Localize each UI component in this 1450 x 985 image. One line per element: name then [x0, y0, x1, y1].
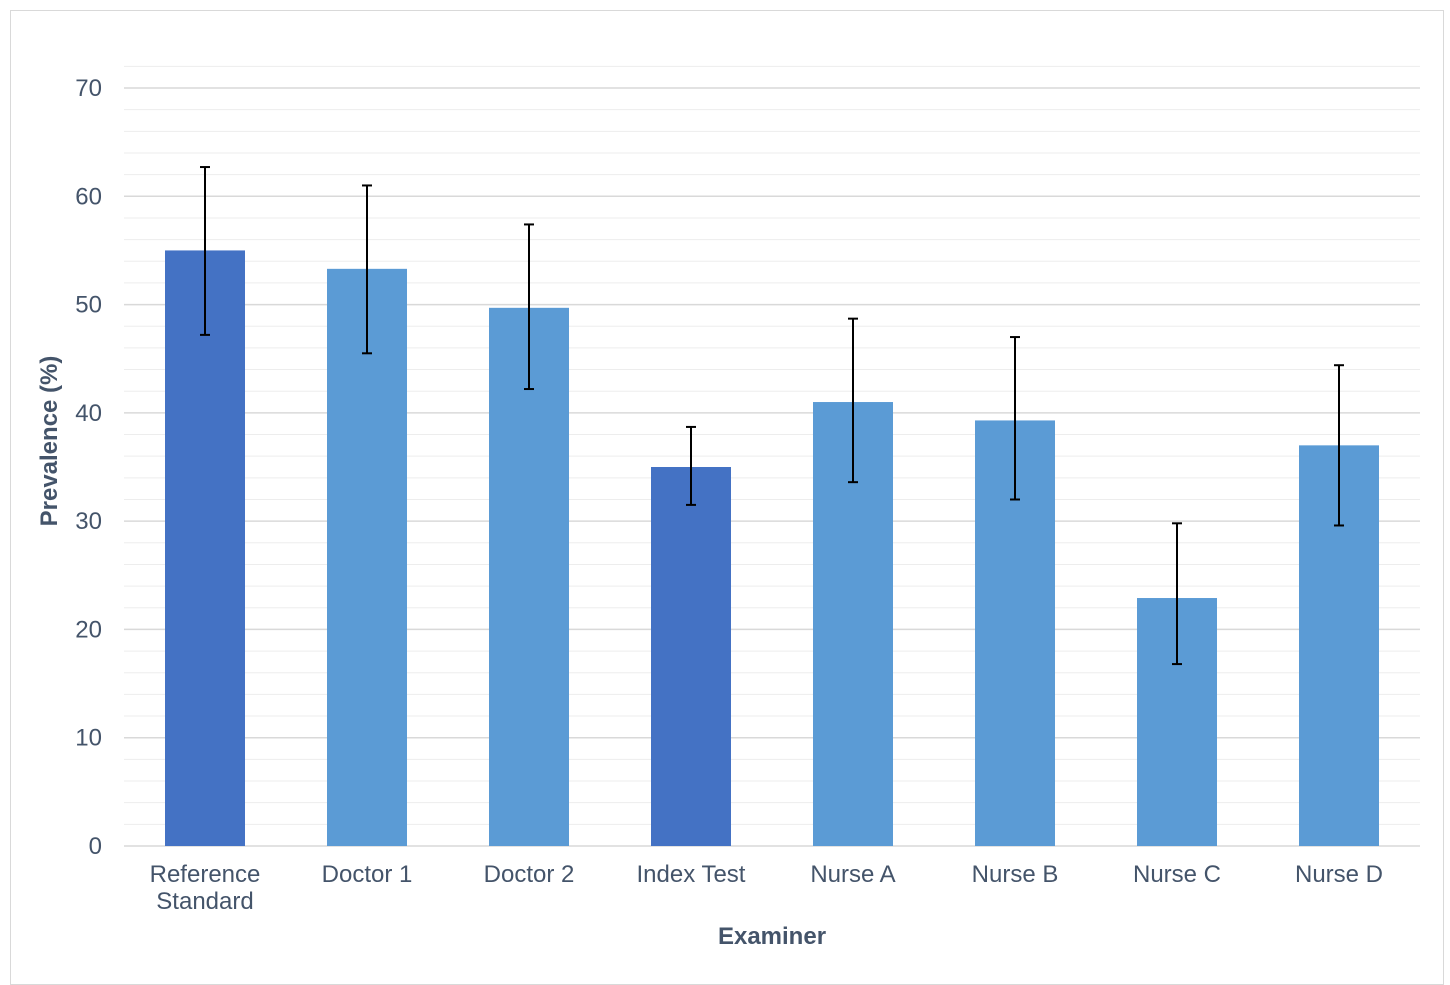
bar [651, 467, 731, 846]
y-axis-title: Prevalence (%) [36, 356, 63, 527]
x-tick-label: Reference Standard [150, 861, 261, 915]
x-axis-title: Examiner [718, 923, 826, 950]
x-axis-ticks: Reference Standard Doctor 1 Doctor 2 Index T… [150, 861, 1383, 915]
y-tick-label: 20 [75, 616, 102, 643]
y-tick-label: 40 [75, 400, 102, 427]
y-axis-ticks: 0 10 20 30 40 50 60 70 [75, 75, 102, 860]
error-bars [200, 166, 1344, 666]
bar [327, 268, 407, 846]
x-tick-label: Nurse D [1295, 861, 1383, 888]
y-tick-label: 10 [75, 725, 102, 752]
y-tick-label: 60 [75, 183, 102, 210]
x-tick-label: Doctor 2 [484, 861, 575, 888]
gridlines [124, 65, 1420, 847]
y-tick-label: 30 [75, 508, 102, 535]
x-tick-label: Nurse A [810, 861, 895, 888]
x-tick-label: Doctor 1 [322, 861, 413, 888]
x-tick-label: Index Test [637, 861, 746, 888]
bar [489, 307, 569, 846]
y-tick-label: 70 [75, 75, 102, 102]
bars [165, 250, 1379, 846]
bar [165, 250, 245, 846]
x-tick-label: Nurse B [972, 861, 1059, 888]
x-tick-label: Nurse C [1133, 861, 1221, 888]
y-tick-label: 50 [75, 292, 102, 319]
y-tick-label: 0 [89, 833, 102, 860]
